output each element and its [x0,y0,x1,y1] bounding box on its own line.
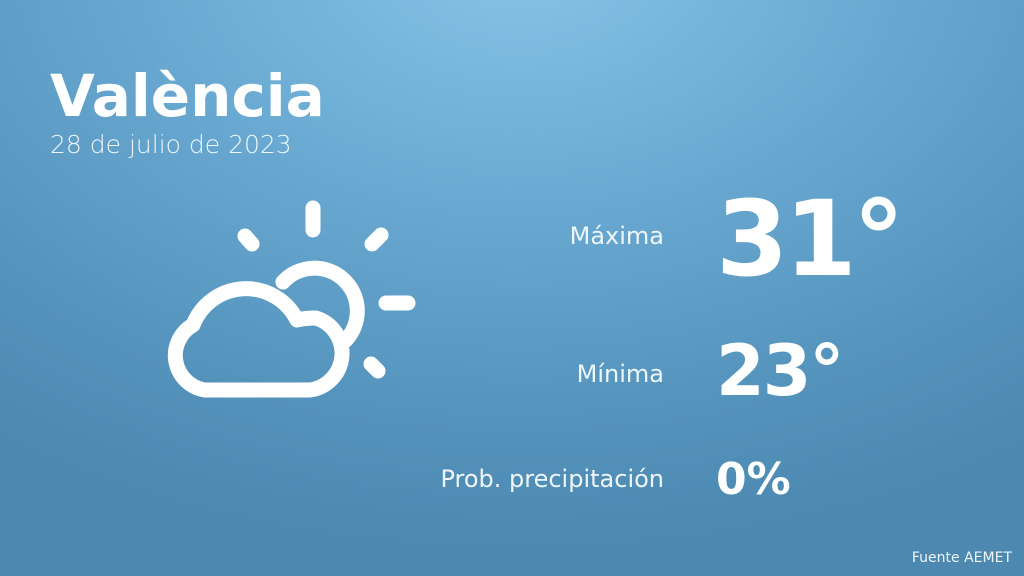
min-temp-value: 23° [716,330,844,412]
max-temp-label: Máxima [569,222,664,250]
precip-label: Prob. precipitación [440,465,664,493]
max-temp-value: 31° [716,178,905,300]
forecast-date: 28 de julio de 2023 [50,130,292,159]
min-temp-label: Mínima [576,360,664,388]
precip-value: 0% [716,454,791,505]
source-credit: Fuente AEMET [911,550,1012,566]
city-name: València [50,62,325,130]
